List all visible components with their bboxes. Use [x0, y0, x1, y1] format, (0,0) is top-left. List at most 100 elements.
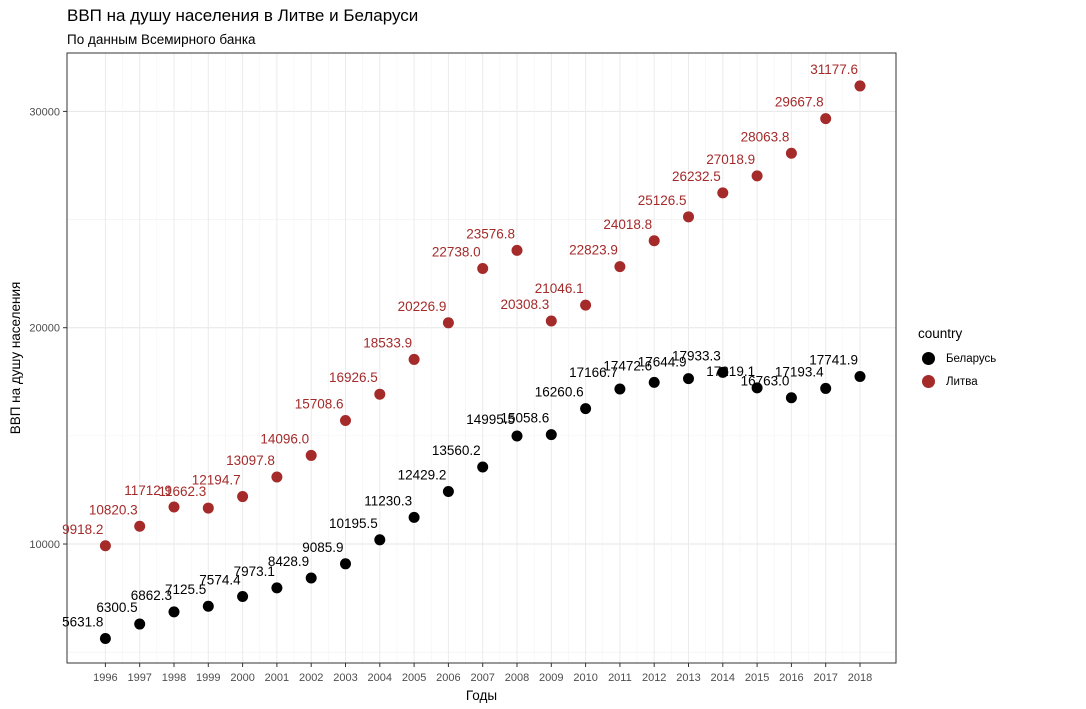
- x-tick-label: 2016: [779, 672, 803, 684]
- x-axis-title: Годы: [466, 688, 497, 703]
- data-label-lithuania: 14096.0: [260, 431, 309, 446]
- data-label-lithuania: 20308.3: [500, 297, 549, 312]
- legend: country Беларусь Литва: [918, 326, 996, 393]
- data-label-belarus: 17741.9: [809, 353, 858, 368]
- data-point-lithuania: [511, 244, 523, 256]
- data-point-belarus: [717, 366, 729, 378]
- x-tick-label: 2018: [848, 672, 872, 684]
- data-label-lithuania: 26232.5: [672, 169, 721, 184]
- data-point-belarus: [99, 633, 111, 645]
- data-label-lithuania: 15708.6: [295, 397, 344, 412]
- x-tick-label: 2015: [745, 672, 769, 684]
- y-tick-label: 10000: [29, 539, 60, 551]
- data-label-belarus: 15058.6: [500, 411, 549, 426]
- x-tick-label: 2000: [230, 672, 254, 684]
- legend-marker-lithuania: [922, 375, 935, 388]
- legend-item-belarus: Беларусь: [918, 347, 996, 370]
- data-label-lithuania: 24018.8: [603, 217, 652, 232]
- data-label-lithuania: 13097.8: [226, 453, 275, 468]
- data-label-lithuania: 18533.9: [363, 335, 412, 350]
- data-point-belarus: [751, 382, 763, 394]
- legend-item-lithuania: Литва: [918, 370, 996, 393]
- data-label-belarus: 12429.2: [398, 467, 447, 482]
- data-label-lithuania: 25126.5: [638, 193, 687, 208]
- data-label-lithuania: 22738.0: [432, 244, 481, 259]
- data-point-belarus: [614, 383, 626, 395]
- data-label-lithuania: 31177.6: [810, 62, 858, 77]
- data-point-belarus: [442, 485, 454, 497]
- data-point-belarus: [305, 572, 317, 584]
- data-label-belarus: 7973.1: [234, 564, 275, 579]
- legend-label-lithuania: Литва: [946, 375, 978, 388]
- data-point-lithuania: [168, 501, 180, 513]
- legend-marker-belarus: [922, 352, 935, 365]
- data-point-lithuania: [340, 415, 351, 427]
- data-point-lithuania: [854, 80, 866, 92]
- data-point-belarus: [683, 373, 694, 385]
- data-point-belarus: [580, 403, 592, 415]
- data-label-belarus: 11230.3: [364, 493, 412, 508]
- data-point-lithuania: [751, 170, 763, 182]
- data-label-belarus: 6862.3: [131, 588, 172, 603]
- y-axis-title: ВВП на душу населения: [8, 282, 23, 435]
- data-label-belarus: 7574.4: [199, 572, 241, 587]
- data-label-belarus: 17193.4: [775, 364, 824, 379]
- chart-subtitle: По данным Всемирного банка: [67, 32, 256, 47]
- data-point-belarus: [545, 429, 557, 441]
- data-label-belarus: 17644.9: [638, 355, 687, 370]
- data-label-lithuania: 23576.8: [466, 226, 515, 241]
- data-label-lithuania: 11712.9: [124, 483, 172, 498]
- chart-title: ВВП на душу населения в Литве и Беларуси: [67, 6, 419, 25]
- data-label-lithuania: 10820.3: [89, 502, 138, 517]
- x-tick-label: 2001: [265, 672, 289, 684]
- data-point-lithuania: [305, 449, 317, 461]
- data-label-lithuania: 29667.8: [775, 95, 824, 110]
- data-point-lithuania: [580, 299, 592, 311]
- data-point-belarus: [271, 582, 283, 594]
- y-tick-label: 20000: [29, 323, 60, 335]
- data-point-lithuania: [648, 235, 660, 247]
- data-label-belarus: 16260.6: [535, 385, 584, 400]
- legend-title: country: [918, 326, 963, 341]
- data-point-lithuania: [477, 262, 489, 274]
- x-tick-label: 1999: [196, 672, 220, 684]
- data-point-lithuania: [202, 502, 214, 514]
- x-tick-label: 1997: [127, 672, 151, 684]
- x-tick-label: 2006: [436, 672, 460, 684]
- x-tick-label: 2004: [368, 672, 392, 684]
- data-point-belarus: [854, 371, 866, 383]
- data-point-lithuania: [99, 540, 111, 552]
- data-point-lithuania: [545, 315, 557, 327]
- x-tick-label: 2014: [711, 672, 735, 684]
- data-point-belarus: [785, 392, 797, 404]
- data-label-lithuania: 12194.7: [192, 473, 241, 488]
- x-tick-label: 1996: [93, 672, 117, 684]
- x-tick-label: 2002: [299, 672, 323, 684]
- x-tick-label: 2007: [470, 672, 494, 684]
- data-point-lithuania: [820, 113, 832, 125]
- data-point-belarus: [374, 534, 386, 546]
- x-tick-label: 2010: [573, 672, 597, 684]
- plot-border: [66, 52, 897, 664]
- x-tick-label: 1998: [162, 672, 186, 684]
- data-point-lithuania: [683, 211, 694, 223]
- data-point-belarus: [408, 511, 420, 523]
- data-label-belarus: 13560.2: [432, 443, 481, 458]
- data-label-lithuania: 27018.9: [706, 152, 755, 167]
- data-point-belarus: [477, 461, 489, 473]
- x-tick-label: 2009: [539, 672, 563, 684]
- data-label-belarus: 17933.3: [672, 348, 721, 363]
- x-tick-label: 2003: [333, 672, 357, 684]
- data-label-lithuania: 28063.8: [741, 129, 790, 144]
- data-label-belarus: 17472.6: [603, 358, 652, 373]
- data-label-belarus: 7125.5: [165, 582, 206, 597]
- data-point-lithuania: [374, 388, 386, 400]
- data-label-belarus: 17219.1: [706, 364, 755, 379]
- data-point-lithuania: [717, 187, 729, 199]
- x-tick-label: 2011: [608, 672, 632, 684]
- data-label-lithuania: 9918.2: [62, 522, 103, 537]
- data-point-lithuania: [614, 261, 626, 273]
- data-label-belarus: 14995.5: [466, 412, 515, 427]
- data-label-belarus: 9085.9: [302, 540, 343, 555]
